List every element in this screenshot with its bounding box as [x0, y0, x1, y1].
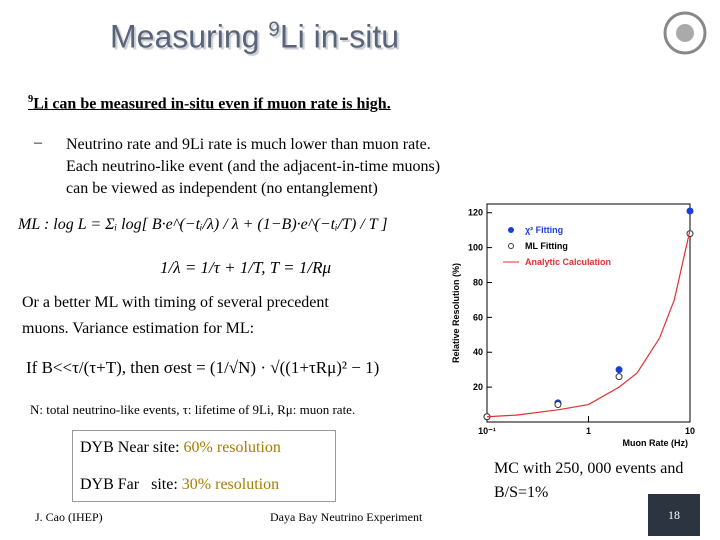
formula: If B<<τ/(τ+T), then σest = (1/√N) · √((1…: [26, 358, 380, 377]
title-sup: 9: [268, 18, 280, 41]
y-tick-label: 80: [473, 277, 483, 287]
result-value: 60% resolution: [183, 439, 281, 456]
headline-sup: 9: [28, 94, 34, 105]
legend-label: χ² Fitting: [525, 225, 563, 235]
footer-author: J. Cao (IHEP): [35, 510, 103, 524]
result-box: [72, 430, 336, 502]
plot: 20 40 60 80 100 120 10⁻¹ 1 10 Relative Resolution…: [451, 203, 695, 448]
point: [615, 373, 623, 381]
mc-note: MC with 250, 000 events and B/S=1%: [494, 460, 684, 501]
logo: [663, 11, 707, 55]
result-label: DYB Far site:: [80, 476, 182, 493]
result-label: DYB Near site:: [80, 439, 184, 456]
x-tick-label: 10: [685, 426, 695, 436]
formula: ML : log L = Σᵢ log[ B·e^(−tᵢ/λ) / λ + (…: [18, 216, 388, 233]
headline-text: Li can be measured in-situ even if muon …: [33, 95, 391, 113]
page-number: 18: [648, 494, 700, 536]
headline: 9Li can be measured in-situ even if muon…: [28, 94, 391, 113]
title-text: Li in-situ: [279, 18, 400, 55]
y-tick-label: 20: [473, 382, 483, 392]
point: [615, 366, 623, 374]
point: [554, 401, 562, 409]
legend-label: Analytic Calculation: [525, 257, 611, 267]
result: DYB Far site: 30% resolution: [80, 476, 279, 494]
curve: [486, 230, 691, 418]
note: N: total neutrino-like events, τ: lifeti…: [30, 402, 356, 417]
footer-experiment: Daya Bay Neutrino Experiment: [270, 510, 423, 524]
legend-swatch: [508, 227, 514, 233]
y-tick-label: 60: [473, 312, 483, 322]
y-tick-label: 40: [473, 347, 483, 357]
point: [686, 207, 694, 215]
legend-label: ML Fitting: [525, 241, 568, 251]
x-axis-label: Muon Rate (Hz): [623, 438, 689, 448]
paragraph: Or a better ML with timing of several pr…: [22, 294, 329, 337]
x-tick-label: 10⁻¹: [478, 426, 496, 436]
plot-frame: [486, 203, 691, 423]
bullet-marker: –: [34, 134, 42, 151]
y-axis-label: Relative Resolution (%): [451, 263, 461, 363]
legend-swatch: [508, 243, 514, 249]
title-text: Measuring: [110, 18, 269, 55]
result-value: 30% resolution: [181, 476, 280, 493]
result: DYB Near site: 60% resolution: [80, 439, 281, 457]
y-tick-label: 100: [468, 243, 483, 253]
title: Measuring 9Li in-situ: [110, 18, 399, 56]
formula: 1/λ = 1/τ + 1/T, T = 1/Rμ: [160, 258, 332, 277]
x-tick-label: 1: [586, 426, 591, 436]
y-tick-label: 120: [468, 208, 483, 218]
bullet-text: Neutrino rate and 9Li rate is much lower…: [66, 136, 441, 197]
